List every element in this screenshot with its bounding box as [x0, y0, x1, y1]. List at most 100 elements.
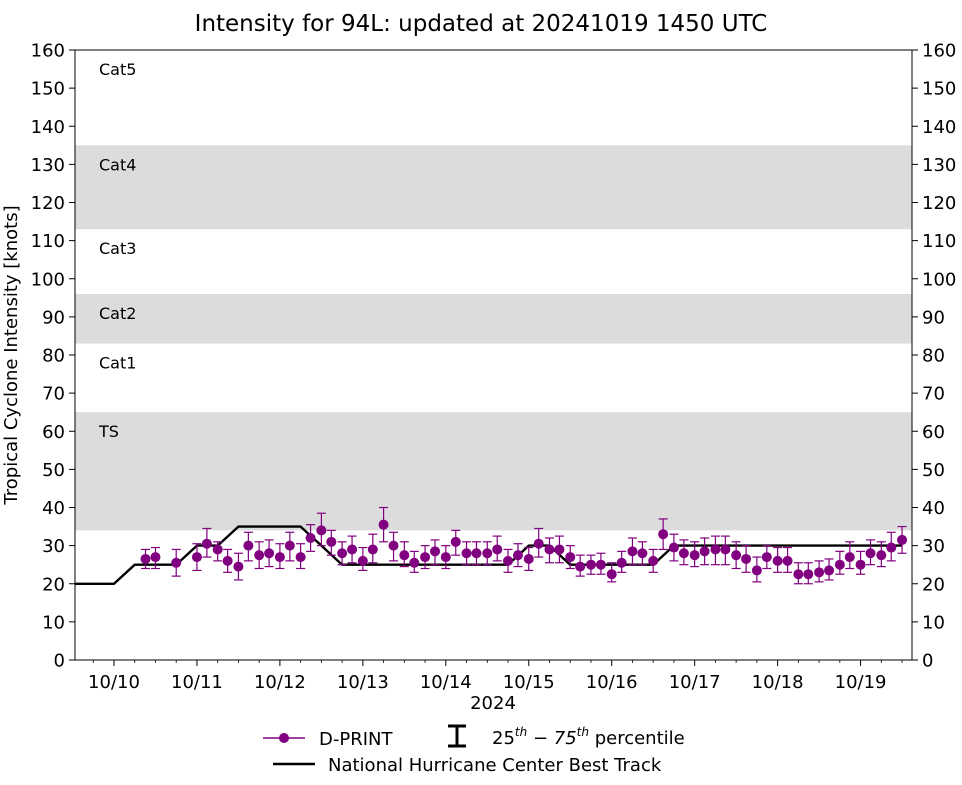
band-label-cat4: Cat4	[99, 155, 136, 174]
legend-best-track-label: National Hurricane Center Best Track	[328, 755, 662, 776]
dprint-point	[420, 552, 431, 563]
y-tick-label-left: 10	[42, 612, 65, 633]
y-tick-label-left: 30	[42, 536, 65, 557]
dprint-point	[347, 544, 358, 555]
dprint-point	[741, 553, 752, 564]
dprint-point	[554, 544, 565, 555]
chart-title: Intensity for 94L: updated at 20241019 1…	[195, 11, 768, 37]
y-tick-label-left: 40	[42, 498, 65, 519]
y-tick-label-left: 160	[31, 41, 65, 62]
dprint-point	[284, 540, 295, 551]
y-axis-label: Tropical Cyclone Intensity [knots]	[1, 205, 22, 505]
dprint-point	[254, 550, 265, 561]
y-tick-label-left: 100	[31, 269, 65, 290]
dprint-point	[140, 553, 151, 564]
x-tick-label: 10/18	[752, 672, 804, 693]
x-axis-label: 2024	[470, 693, 516, 714]
y-tick-label-left: 60	[42, 422, 65, 443]
y-tick-label-left: 90	[42, 307, 65, 328]
dprint-point	[409, 557, 420, 568]
x-tick-label: 10/16	[586, 672, 638, 693]
band-label-cat3: Cat3	[99, 239, 136, 258]
y-tick-label-left: 50	[42, 460, 65, 481]
dprint-point	[772, 555, 783, 566]
dprint-point	[585, 559, 596, 570]
dprint-point	[897, 534, 908, 545]
dprint-point	[678, 548, 689, 559]
dprint-point	[751, 565, 762, 576]
y-tick-label-left: 120	[31, 193, 65, 214]
dprint-point	[316, 525, 327, 536]
dprint-point	[834, 559, 845, 570]
dprint-point	[482, 548, 493, 559]
y-tick-label-right: 40	[922, 498, 945, 519]
dprint-point	[793, 569, 804, 580]
dprint-point	[512, 550, 523, 561]
dprint-point	[233, 561, 244, 572]
x-tick-label: 10/10	[88, 672, 140, 693]
dprint-point	[865, 548, 876, 559]
dprint-point	[171, 557, 182, 568]
x-tick-label: 10/13	[337, 672, 389, 693]
y-tick-label-right: 70	[922, 384, 945, 405]
dprint-point	[575, 561, 586, 572]
dprint-point	[761, 552, 772, 563]
dprint-point	[357, 555, 368, 566]
dprint-point	[637, 548, 648, 559]
dprint-point	[326, 536, 337, 547]
band-ts	[75, 412, 912, 531]
dprint-point	[440, 552, 451, 563]
y-tick-label-right: 60	[922, 422, 945, 443]
y-tick-label-right: 160	[922, 41, 956, 62]
legend: D-PRINT 25th − 75th percentile National …	[263, 724, 685, 776]
dprint-point	[523, 553, 534, 564]
dprint-point	[627, 546, 638, 557]
y-tick-label-right: 30	[922, 536, 945, 557]
x-tick-label: 10/12	[254, 672, 306, 693]
y-tick-label-left: 110	[31, 231, 65, 252]
dprint-point	[274, 552, 285, 563]
y-axis-left: 0 10 20 30 40 50 60 70 80 90 100 110 120 130 140 150 160	[31, 41, 75, 672]
x-axis: 10/10 10/11 10/12 10/13 10/14 10/15 10/16 10/17…	[88, 660, 903, 693]
dprint-point	[595, 559, 606, 570]
dprint-point	[305, 533, 316, 543]
dprint-point	[689, 550, 700, 561]
dprint-point	[337, 548, 348, 559]
dprint-point	[782, 555, 793, 566]
dprint-point	[886, 542, 897, 553]
dprint-point	[201, 538, 212, 549]
dprint-point	[824, 565, 835, 576]
legend-percentile-label: 25th − 75th percentile	[492, 725, 685, 749]
dprint-point	[471, 548, 482, 559]
dprint-point	[388, 540, 399, 551]
y-tick-label-right: 140	[922, 117, 956, 138]
y-tick-label-right: 120	[922, 193, 956, 214]
y-tick-label-left: 150	[31, 79, 65, 100]
dprint-point	[876, 550, 887, 561]
dprint-point	[295, 552, 306, 563]
y-tick-label-left: 20	[42, 574, 65, 595]
y-axis-right: 0 10 20 30 40 50 60 70 80 90 100 110 120 130 140 150 160	[912, 41, 956, 672]
y-tick-label-left: 80	[42, 346, 65, 367]
band-label-ts: TS	[98, 422, 119, 441]
band-cat4	[75, 145, 912, 230]
dprint-point	[243, 540, 254, 551]
dprint-point	[731, 550, 742, 561]
y-tick-label-left: 0	[54, 651, 65, 672]
band-label-cat2: Cat2	[99, 304, 136, 323]
y-tick-label-left: 130	[31, 155, 65, 176]
y-tick-label-right: 110	[922, 231, 956, 252]
dprint-point	[658, 529, 669, 540]
bands-layer: Cat5 Cat4 Cat3 Cat2 Cat1 TS	[75, 60, 912, 531]
dprint-point	[150, 552, 161, 563]
dprint-point	[264, 548, 275, 559]
dprint-point	[191, 552, 202, 563]
y-tick-label-right: 10	[922, 612, 945, 633]
x-tick-label: 10/17	[669, 672, 721, 693]
dprint-point	[430, 546, 441, 557]
dprint-point	[212, 544, 223, 555]
legend-percentile-icon	[448, 724, 466, 748]
legend-dprint-label: D-PRINT	[319, 729, 393, 750]
dprint-point	[648, 555, 659, 566]
